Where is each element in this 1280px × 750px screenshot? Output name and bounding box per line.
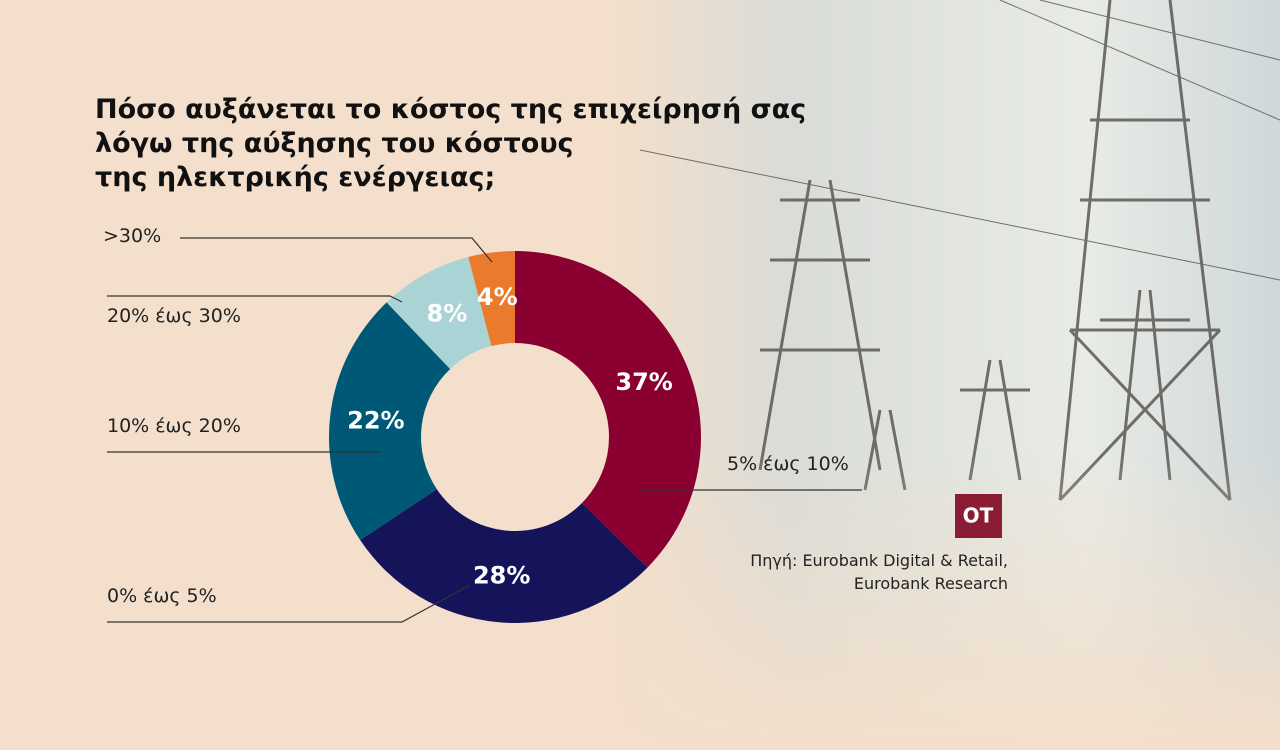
chart-title: Πόσο αυξάνεται το κόστος της επιχείρησή … [95,94,806,125]
donut-slice [386,256,492,369]
leader-line [180,237,493,263]
source: Eurobank Research [854,574,1008,593]
data-label: 4% [477,283,518,311]
chart-title: της ηλεκτρικής ενέργειας; [95,162,495,193]
logo-box [955,494,1002,538]
data-label: 8% [427,300,468,328]
photo-fade [600,0,1280,750]
category-label: 5% έως 10% [727,453,849,475]
donut-slice [360,489,648,624]
leader-line [107,295,403,303]
category-label: 0% έως 5% [107,585,217,607]
donut-slice [468,251,515,347]
source: Πηγή: Eurobank Digital & Retail, [750,551,1008,570]
donut-slice [515,251,701,568]
data-label: 37% [615,368,672,396]
category-label: >30% [103,225,161,247]
data-label: 28% [473,561,530,589]
donut-slice [329,302,451,541]
data-label: 22% [347,406,404,434]
chart-title: λόγω της αύξησης του κόστους [95,128,574,159]
logo: OT [963,504,994,528]
leader-line [107,584,471,623]
category-label: 20% έως 30% [107,305,241,327]
category-label: 10% έως 20% [107,415,241,437]
